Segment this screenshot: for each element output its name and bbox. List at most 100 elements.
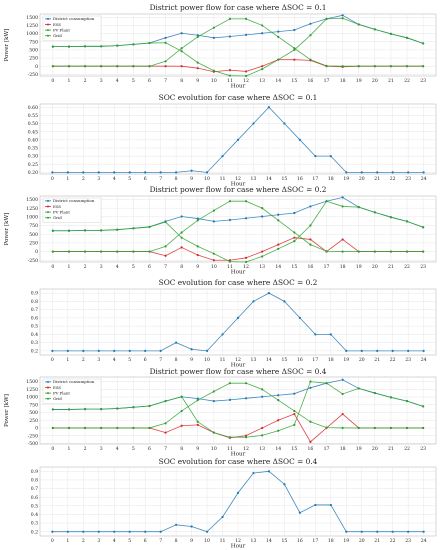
legend-entry: ESS (53, 385, 61, 390)
data-point (113, 349, 116, 352)
data-point (405, 250, 409, 253)
x-tick-label: 0 (51, 357, 54, 363)
legend-marker (47, 397, 49, 400)
data-point (293, 423, 296, 426)
y-tick-label: 0.60 (28, 105, 38, 111)
x-tick-label: 12 (235, 538, 241, 544)
x-tick-label: 18 (340, 78, 346, 84)
data-point (228, 382, 232, 385)
data-point (180, 47, 183, 50)
data-point (277, 58, 280, 61)
data-point (373, 65, 376, 68)
data-point (309, 205, 312, 208)
data-point (376, 349, 379, 352)
data-point (325, 250, 328, 253)
data-point (261, 426, 264, 430)
y-axis-label: Power [kW] (4, 394, 10, 427)
data-point (389, 65, 393, 68)
x-tick-label: 8 (180, 264, 183, 270)
x-tick-label: 11 (220, 357, 226, 363)
data-point (82, 349, 85, 352)
data-point (228, 200, 232, 203)
data-point (66, 349, 69, 352)
data-point (113, 171, 116, 174)
x-tick-label: 2 (82, 357, 85, 363)
data-point (164, 245, 167, 248)
data-point (51, 530, 54, 533)
x-tick-label: 1 (66, 538, 69, 544)
y-tick-label: 0.55 (28, 113, 38, 119)
x-tick-label: 12 (235, 176, 241, 182)
data-point (190, 525, 193, 528)
data-point (261, 65, 264, 68)
x-tick-label: 7 (159, 176, 162, 182)
data-point (345, 171, 348, 174)
x-tick-label: 1 (66, 176, 69, 182)
y-tick-label: 250 (29, 418, 38, 424)
x-tick-label: 9 (196, 446, 199, 452)
data-point (373, 28, 376, 31)
x-tick-label: 6 (148, 446, 151, 452)
legend-entry: Grid (53, 396, 62, 401)
data-point (341, 426, 344, 430)
x-tick-label: 7 (159, 538, 162, 544)
data-point (164, 422, 167, 425)
data-point (82, 530, 85, 533)
data-point (405, 36, 409, 39)
y-tick-label: 0.5 (31, 324, 38, 330)
data-point (236, 138, 240, 141)
data-point (164, 60, 167, 63)
data-point (422, 349, 425, 352)
data-point (175, 171, 178, 174)
legend-entry: PV Plant (53, 27, 70, 32)
data-point (164, 431, 167, 434)
y-tick-label: 0.30 (28, 154, 38, 160)
x-tick-label: 18 (340, 446, 346, 452)
data-point (314, 154, 317, 158)
x-tick-label: 20 (359, 538, 365, 544)
data-point (83, 250, 87, 253)
x-tick-label: 17 (312, 176, 318, 182)
x-tick-label: 6 (144, 538, 147, 544)
data-point (244, 74, 248, 78)
data-point (196, 219, 199, 222)
data-point (373, 391, 376, 395)
x-tick-label: 17 (312, 357, 318, 363)
y-tick-label: 500 (29, 232, 38, 238)
data-point (148, 225, 151, 229)
y-tick-label: 0.40 (28, 137, 38, 143)
legend-marker (47, 216, 49, 219)
x-tick-label: 7 (159, 357, 162, 363)
y-tick-label: 0.3 (31, 521, 38, 527)
y-tick-label: 0.20 (28, 170, 38, 176)
y-tick-label: 500 (29, 47, 38, 53)
x-axis-label: Hour (231, 182, 246, 188)
x-tick-label: 1 (68, 446, 71, 452)
data-point (407, 171, 410, 174)
x-tick-label: 3 (97, 176, 100, 182)
data-point (309, 58, 312, 61)
data-point (389, 250, 393, 253)
x-tick-label: 0 (51, 264, 54, 270)
x-tick-label: 0 (51, 538, 54, 544)
data-point (298, 316, 301, 319)
x-tick-label: 4 (113, 538, 116, 544)
x-tick-label: 11 (227, 264, 233, 270)
data-point (116, 407, 119, 410)
data-point (261, 215, 264, 218)
x-tick-label: 24 (421, 538, 427, 544)
data-point (51, 250, 54, 253)
y-tick-label: 1000 (26, 31, 38, 37)
x-tick-label: 17 (324, 264, 330, 270)
x-tick-label: 14 (266, 176, 272, 182)
y-tick-label: 0 (35, 426, 38, 432)
data-point (244, 436, 248, 439)
x-tick-label: 4 (113, 357, 116, 363)
data-point (252, 122, 255, 125)
data-point (128, 171, 131, 174)
data-point (196, 217, 199, 220)
data-point (212, 209, 215, 212)
x-tick-label: 11 (220, 538, 226, 544)
legend-marker (47, 199, 49, 202)
legend-entry: District consumption (53, 379, 95, 384)
